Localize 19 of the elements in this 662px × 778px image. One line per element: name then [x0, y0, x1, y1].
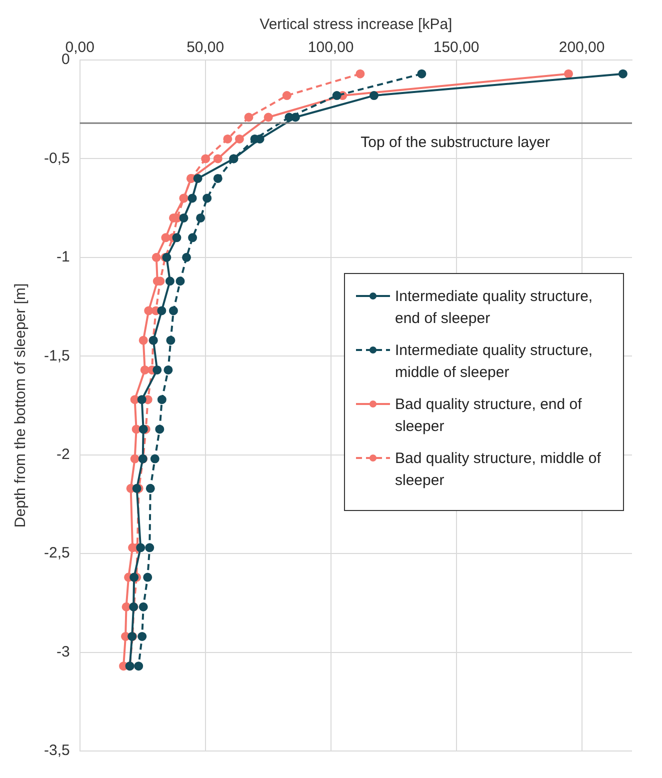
legend-label: Intermediate quality structure, end of sleeper: [395, 287, 594, 329]
ref-line-label: Top of the substructure layer: [360, 134, 550, 151]
x-tick-label: 50,00: [186, 39, 224, 56]
y-tick-label: 0: [62, 51, 70, 68]
legend-label: Intermediate quality structure, middle of sleeper: [395, 341, 594, 383]
x-tick-label: 150,00: [433, 39, 480, 56]
x-tick-label: 100,00: [308, 39, 354, 56]
y-tick-label: -3: [56, 643, 70, 660]
y-tick-label: -0,5: [44, 150, 70, 167]
y-tick-label: -3,5: [44, 742, 70, 760]
legend-label: Bad quality structure, end of sleeper: [395, 395, 583, 437]
legend-label: Bad quality structure, middle of sleeper: [395, 449, 602, 491]
y-tick-label: -2: [56, 446, 70, 463]
x-axis-title: Vertical stress increase [kPa]: [260, 16, 452, 34]
y-tick-label: -2,5: [44, 544, 70, 562]
y-axis-title: Depth from the bottom of sleeper [m]: [12, 283, 30, 528]
x-tick-label: 200,00: [558, 39, 605, 56]
y-tick-label: -1: [56, 248, 70, 266]
y-tick-label: -1,5: [44, 347, 70, 364]
